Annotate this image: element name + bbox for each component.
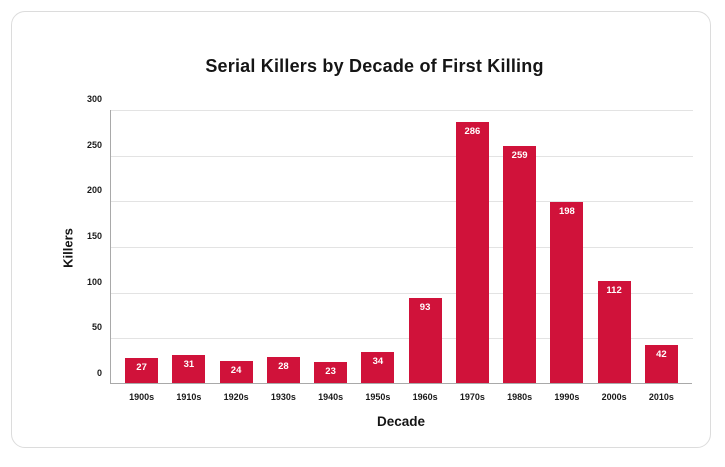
bar-1990s: 198	[550, 202, 584, 383]
x-tick-label: 1980s	[507, 392, 533, 402]
y-tick-label: 300	[86, 94, 102, 104]
x-tick-label: 1920s	[223, 392, 249, 402]
bar-2010s: 42	[644, 344, 678, 383]
gridline	[111, 155, 693, 157]
x-tick-label: 1910s	[176, 392, 202, 402]
bar-1920s: 24	[219, 361, 253, 383]
bar-2000s: 112	[597, 280, 631, 383]
bar-value-label: 198	[558, 206, 575, 218]
x-tick-label: 1940s	[318, 392, 344, 402]
x-tick-label: 1950s	[365, 392, 391, 402]
x-tick-label: 1960s	[412, 392, 438, 402]
y-tick-label: 50	[91, 322, 102, 333]
bar-1970s: 286	[455, 121, 489, 383]
x-axis-title: Decade	[376, 414, 426, 429]
gridline	[111, 247, 693, 248]
y-tick-label: 0	[96, 368, 102, 378]
y-tick-label: 150	[86, 231, 102, 241]
bar-value-label: 24	[230, 365, 242, 377]
bar-value-label: 42	[656, 348, 667, 360]
bar-value-label: 112	[606, 284, 622, 296]
bar-1900s: 27	[125, 358, 159, 383]
bar-1980s: 259	[503, 146, 537, 383]
y-tick-label: 200	[86, 185, 102, 196]
x-tick-label: 1970s	[459, 392, 485, 402]
bar-value-label: 93	[419, 302, 431, 314]
chart-title: Serial Killers by Decade of First Killin…	[205, 56, 544, 76]
bar-value-label: 23	[325, 366, 336, 377]
chart-card: Serial Killers by Decade of First Killin…	[11, 11, 711, 448]
gridline	[111, 292, 693, 294]
bar-value-label: 31	[183, 358, 195, 370]
bar-1910s: 31	[172, 354, 206, 383]
bar-1960s: 93	[408, 298, 442, 383]
bar-value-label: 27	[136, 362, 147, 374]
y-tick-label: 250	[86, 139, 102, 150]
x-tick-label: 1900s	[129, 392, 155, 402]
bar-value-label: 34	[372, 355, 384, 367]
gridline	[111, 338, 693, 340]
y-tick-label: 100	[86, 276, 102, 287]
x-tick-label: 1990s	[554, 392, 580, 402]
bar-value-label: 259	[511, 150, 528, 162]
bar-value-label: 28	[278, 361, 289, 373]
gridline	[111, 201, 693, 203]
gridline	[111, 110, 693, 111]
bar-1930s: 28	[266, 357, 300, 383]
x-tick-label: 1930s	[270, 392, 296, 402]
plot-area: 27 1900s 31 1910s 24 1920s 28 1930s 23 1940s 34 195…	[110, 110, 693, 402]
x-tick-label: 2010s	[648, 392, 674, 402]
bar-1950s: 34	[361, 351, 395, 383]
x-tick-label: 2000s	[601, 392, 627, 402]
bar-value-label: 286	[464, 125, 481, 137]
bar-1940s: 23	[314, 362, 348, 383]
